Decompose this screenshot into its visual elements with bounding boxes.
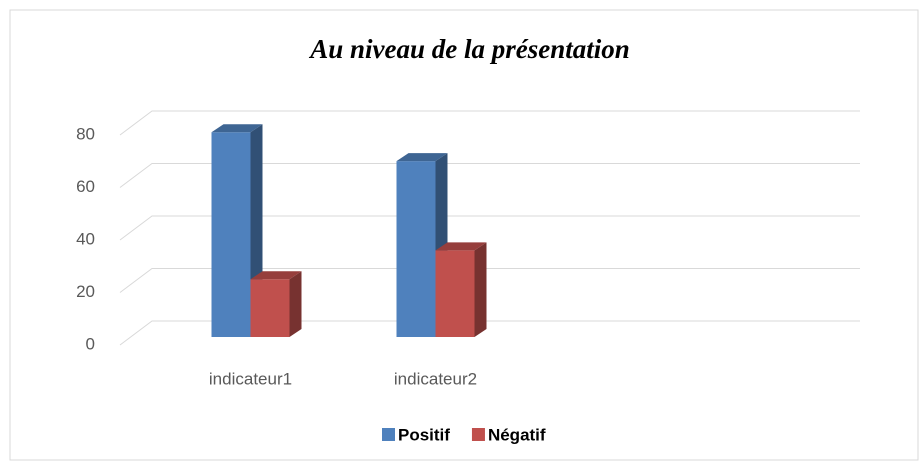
bar-side xyxy=(474,242,487,337)
grid-line xyxy=(119,268,860,293)
x-tick-label: indicateur2 xyxy=(394,369,477,388)
y-tick-label: 40 xyxy=(76,229,95,248)
bar xyxy=(435,242,487,337)
bar xyxy=(250,271,302,337)
y-tick-label: 80 xyxy=(76,124,95,143)
bar-top xyxy=(435,242,487,251)
legend-label: Négatif xyxy=(488,425,546,444)
grid-line xyxy=(119,110,860,136)
bar-side xyxy=(289,271,302,337)
legend-label: Positif xyxy=(398,425,450,444)
y-tick-label: 0 xyxy=(86,334,95,353)
y-tick-label: 20 xyxy=(76,282,95,301)
x-tick-label: indicateur1 xyxy=(209,369,292,388)
bar-top xyxy=(211,124,263,133)
legend-swatch xyxy=(471,428,485,441)
grid-line xyxy=(119,163,860,188)
bar-top xyxy=(250,271,302,280)
y-tick-label: 60 xyxy=(76,177,95,196)
grid-line xyxy=(119,215,860,241)
bar-top xyxy=(396,153,448,162)
bar-front xyxy=(396,161,436,337)
chart-title: Au niveau de la présentation xyxy=(308,34,630,64)
grid-line xyxy=(119,320,860,346)
bar-front xyxy=(435,250,475,337)
legend-swatch xyxy=(382,428,395,441)
chart-frame xyxy=(9,9,919,461)
bar-front xyxy=(211,132,251,337)
bar-front xyxy=(250,279,290,337)
